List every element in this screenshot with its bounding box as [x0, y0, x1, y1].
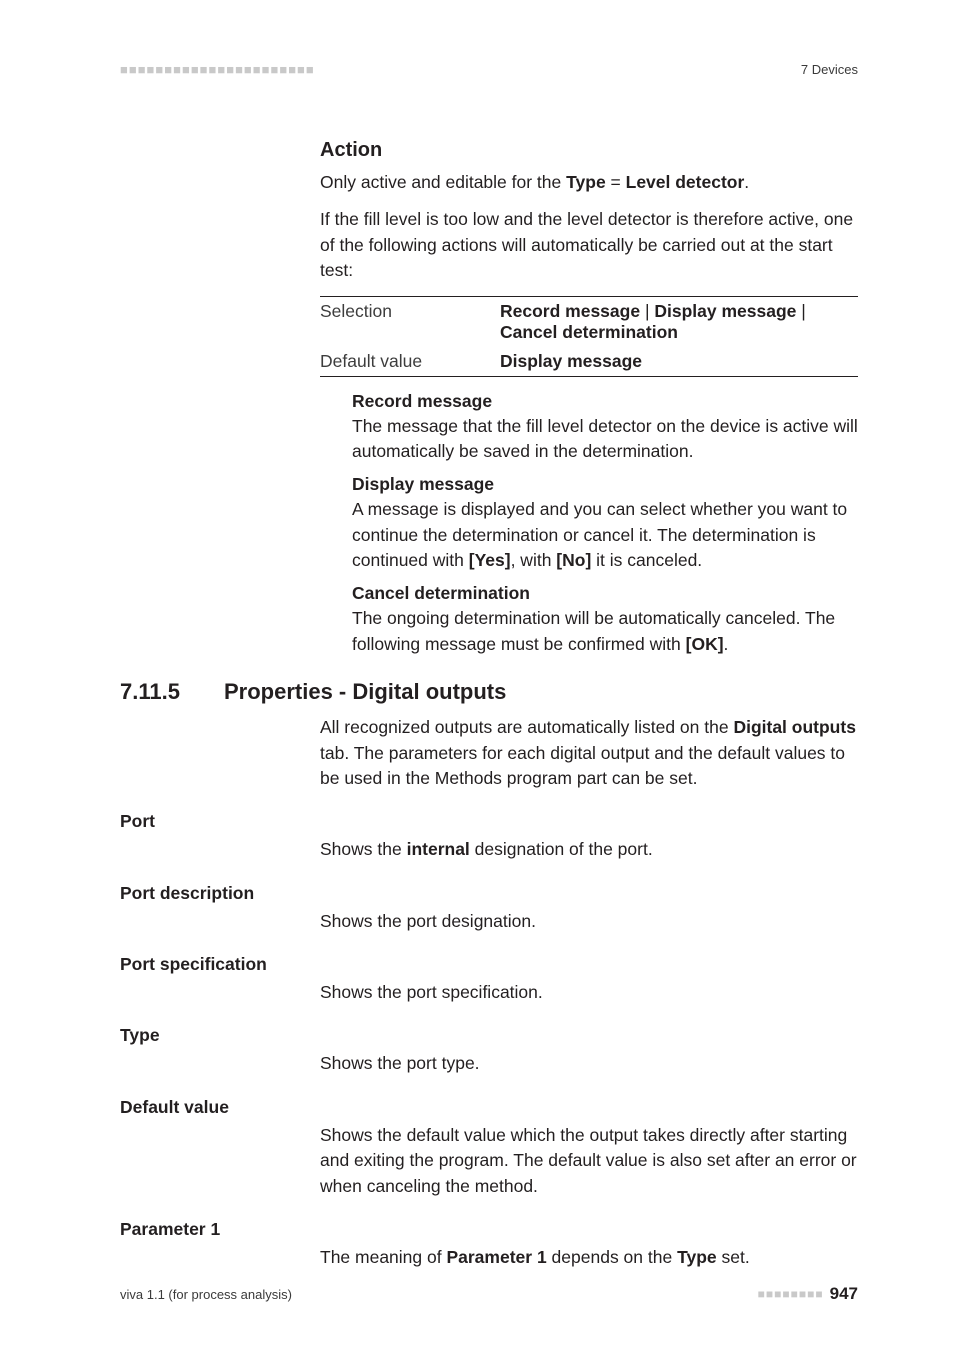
display-message-block: Display message A message is displayed a… [352, 474, 858, 573]
separator: | [796, 301, 805, 321]
footer-page: ■■■■■■■■ 947 [758, 1284, 858, 1304]
header-ornament: ■■■■■■■■■■■■■■■■■■■■■■ [120, 62, 315, 77]
default-value-text: Display message [500, 351, 642, 371]
field-port-specification: Port specification Shows the port specif… [120, 954, 858, 1005]
type-label: Type [677, 1247, 717, 1267]
field-label: Default value [120, 1097, 320, 1118]
field-body: Shows the port specification. [320, 954, 858, 1005]
text: set. [717, 1247, 750, 1267]
text: tab. The parameters for each digital out… [320, 743, 845, 788]
field-label: Port description [120, 883, 320, 904]
footer-ornament: ■■■■■■■■ [758, 1287, 824, 1301]
record-message-block: Record message The message that the fill… [352, 391, 858, 465]
section-intro: All recognized outputs are automatically… [320, 715, 858, 791]
parameter-1-label: Parameter 1 [446, 1247, 546, 1267]
digital-outputs-label: Digital outputs [733, 717, 855, 737]
text: depends on the [547, 1247, 677, 1267]
field-default-value: Default value Shows the default value wh… [120, 1097, 858, 1199]
item-title: Record message [352, 391, 858, 412]
footer-product: viva 1.1 (for process analysis) [120, 1287, 292, 1302]
text: designation of the port. [470, 839, 653, 859]
field-body: Shows the port type. [320, 1025, 858, 1076]
selection-label: Selection [320, 297, 500, 347]
text: . [724, 634, 729, 654]
text: All recognized outputs are automatically… [320, 717, 733, 737]
no-key: [No] [556, 550, 591, 570]
text: Shows the [320, 839, 407, 859]
item-body: A message is displayed and you can selec… [352, 497, 858, 573]
section-title: Properties - Digital outputs [224, 679, 506, 705]
field-label: Parameter 1 [120, 1219, 320, 1240]
item-body: The ongoing determination will be automa… [352, 606, 858, 657]
page-footer: viva 1.1 (for process analysis) ■■■■■■■■… [120, 1284, 858, 1304]
section-number: 7.11.5 [120, 679, 224, 705]
item-title: Cancel determination [352, 583, 858, 604]
field-body: Shows the port designation. [320, 883, 858, 934]
field-body: Shows the default value which the output… [320, 1097, 858, 1199]
table-row: Default value Display message [320, 347, 858, 376]
opt-cancel: Cancel determination [500, 322, 678, 342]
yes-key: [Yes] [469, 550, 511, 570]
text: it is canceled. [591, 550, 702, 570]
field-label: Port [120, 811, 320, 832]
field-label: Port specification [120, 954, 320, 975]
field-parameter-1: Parameter 1 The meaning of Parameter 1 d… [120, 1219, 858, 1270]
action-table: Selection Record message | Display messa… [320, 296, 858, 377]
field-type: Type Shows the port type. [120, 1025, 858, 1076]
internal-label: internal [407, 839, 470, 859]
field-body: The meaning of Parameter 1 depends on th… [320, 1219, 858, 1270]
field-label: Type [120, 1025, 320, 1046]
selection-value: Record message | Display message | Cance… [500, 297, 858, 347]
header-section-label: 7 Devices [801, 62, 858, 77]
action-intro-line1: Only active and editable for the Type = … [320, 170, 858, 195]
text: , with [511, 550, 557, 570]
table-row: Selection Record message | Display messa… [320, 297, 858, 347]
action-intro-line2: If the fill level is too low and the lev… [320, 207, 858, 283]
text: The ongoing determination will be automa… [352, 608, 835, 653]
field-body: Shows the internal designation of the po… [320, 811, 858, 862]
level-detector-label: Level detector [626, 172, 745, 192]
default-value: Display message [500, 347, 858, 376]
action-heading: Action [320, 139, 858, 162]
item-title: Display message [352, 474, 858, 495]
text: Only active and editable for the [320, 172, 566, 192]
text: . [744, 172, 749, 192]
section-heading: 7.11.5 Properties - Digital outputs [120, 679, 858, 705]
item-body: The message that the fill level detector… [352, 414, 858, 465]
field-port: Port Shows the internal designation of t… [120, 811, 858, 862]
page-number: 947 [830, 1284, 858, 1304]
separator: | [640, 301, 654, 321]
text: = [606, 172, 626, 192]
field-port-description: Port description Shows the port designat… [120, 883, 858, 934]
text: The meaning of [320, 1247, 446, 1267]
cancel-determination-block: Cancel determination The ongoing determi… [352, 583, 858, 657]
type-label: Type [566, 172, 606, 192]
page-header: ■■■■■■■■■■■■■■■■■■■■■■ 7 Devices [120, 62, 858, 77]
ok-key: [OK] [686, 634, 724, 654]
opt-record: Record message [500, 301, 640, 321]
default-label: Default value [320, 347, 500, 376]
opt-display: Display message [654, 301, 796, 321]
